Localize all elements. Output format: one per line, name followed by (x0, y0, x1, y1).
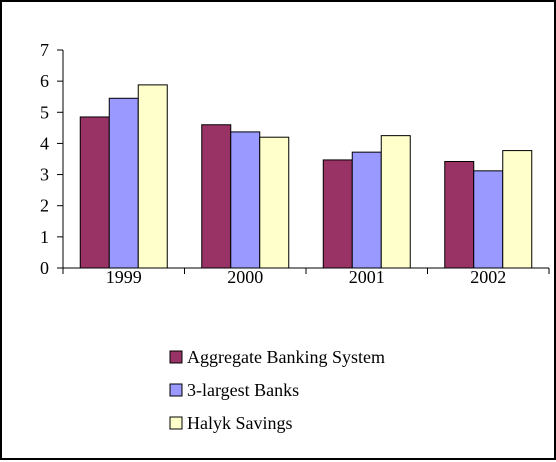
y-tick-label-3: 3 (40, 165, 49, 185)
legend-label-2: 3-largest Banks (187, 380, 299, 400)
bars-layer (79, 84, 533, 269)
legend-label-1: Aggregate Banking System (187, 347, 385, 367)
bar-1-2002 (444, 160, 475, 269)
bar-3-2001 (380, 135, 411, 269)
y-tick-label-2: 2 (40, 196, 49, 216)
axes-layer: 0 1 2 3 4 5 6 7 1999 2000 2001 2002 (40, 40, 550, 287)
legend-swatch-1 (169, 350, 183, 364)
bar-1-1999 (79, 116, 110, 269)
category-label-1999: 1999 (106, 267, 142, 287)
bar-2-2000 (230, 131, 261, 269)
category-label-2002: 2002 (470, 267, 506, 287)
y-tick-label-4: 4 (40, 133, 49, 153)
bar-3-1999 (137, 84, 168, 269)
y-tick-label-5: 5 (40, 102, 49, 122)
legend-layer: Aggregate Banking System 3-largest Banks H… (169, 347, 385, 433)
legend-swatch-3 (169, 416, 183, 430)
category-label-2001: 2001 (349, 267, 385, 287)
y-tick-label-7: 7 (40, 40, 49, 60)
bar-2-1999 (108, 97, 139, 269)
y-tick-label-1: 1 (40, 227, 49, 247)
bar-1-2000 (201, 124, 232, 269)
category-label-2000: 2000 (227, 267, 263, 287)
bar-3-2002 (502, 150, 533, 269)
legend-swatch-2 (169, 383, 183, 397)
bar-2-2001 (351, 151, 382, 269)
y-tick-label-6: 6 (40, 71, 49, 91)
bar-3-2000 (259, 136, 290, 269)
legend-label-3: Halyk Savings (187, 413, 293, 433)
bar-2-2002 (473, 170, 504, 269)
bar-1-2001 (322, 159, 353, 269)
y-tick-label-0: 0 (40, 258, 49, 278)
